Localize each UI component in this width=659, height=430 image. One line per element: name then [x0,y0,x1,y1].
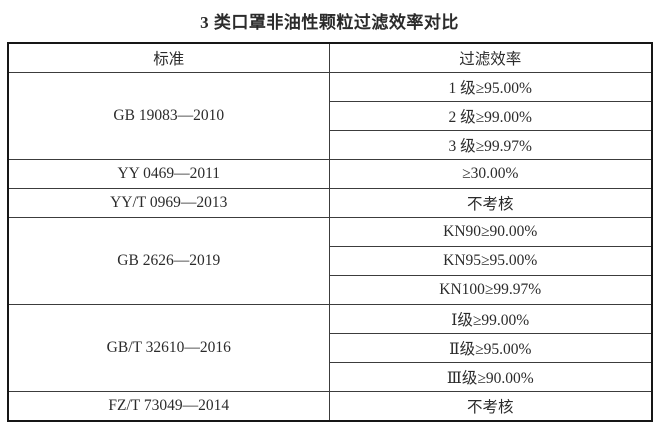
efficiency-cell: Ⅲ级≥90.00% [329,362,652,392]
column-header-efficiency: 过滤效率 [329,42,652,73]
table-row: KN100≥99.97% [8,275,652,305]
efficiency-cell: 2 级≥99.00% [329,101,652,131]
efficiency-cell: Ⅰ级≥99.00% [329,304,652,334]
table-row: Ⅲ级≥90.00% [8,362,652,392]
efficiency-cell: Ⅱ级≥95.00% [329,333,652,363]
standard-cell: GB 19083—2010 [7,72,330,160]
efficiency-cell: ≥30.00% [329,159,652,189]
efficiency-cell: 3 级≥99.97% [329,130,652,160]
table-row: GB 2626—2019 KN90≥90.00% [7,217,652,305]
table-row: 2 级≥99.00% [8,101,652,131]
standard-cell: FZ/T 73049—2014 [7,391,330,422]
table-row: FZ/T 73049—2014 不考核 [7,391,652,422]
table-row: GB 19083—2010 1 级≥95.00% [7,72,652,160]
table-row: Ⅱ级≥95.00% [8,333,652,363]
efficiency-cell: 不考核 [329,188,652,218]
table-row: YY/T 0969—2013 不考核 [7,188,652,218]
efficiency-cell: KN95≥95.00% [329,246,652,276]
table-row: GB/T 32610—2016 Ⅰ级≥99.00% [7,304,652,392]
column-header-standard: 标准 [7,42,330,73]
efficiency-cell: KN90≥90.00% [329,217,652,247]
standard-cell: YY 0469—2011 [7,159,330,189]
filtration-efficiency-table: 标准 过滤效率 GB 19083—2010 1 级≥95.00% 2 级≥99.… [6,42,653,422]
table-title: 3 类口罩非油性颗粒过滤效率对比 [200,13,459,32]
header-row: 标准 过滤效率 [7,42,652,73]
efficiency-cell: 不考核 [329,391,652,422]
efficiency-cell: 1 级≥95.00% [329,72,652,102]
efficiency-cell: KN100≥99.97% [329,275,652,305]
standard-cell: GB/T 32610—2016 [7,304,330,392]
standard-cell: YY/T 0969—2013 [7,188,330,218]
standard-cell: GB 2626—2019 [7,217,330,305]
table-row: YY 0469—2011 ≥30.00% [7,159,652,189]
